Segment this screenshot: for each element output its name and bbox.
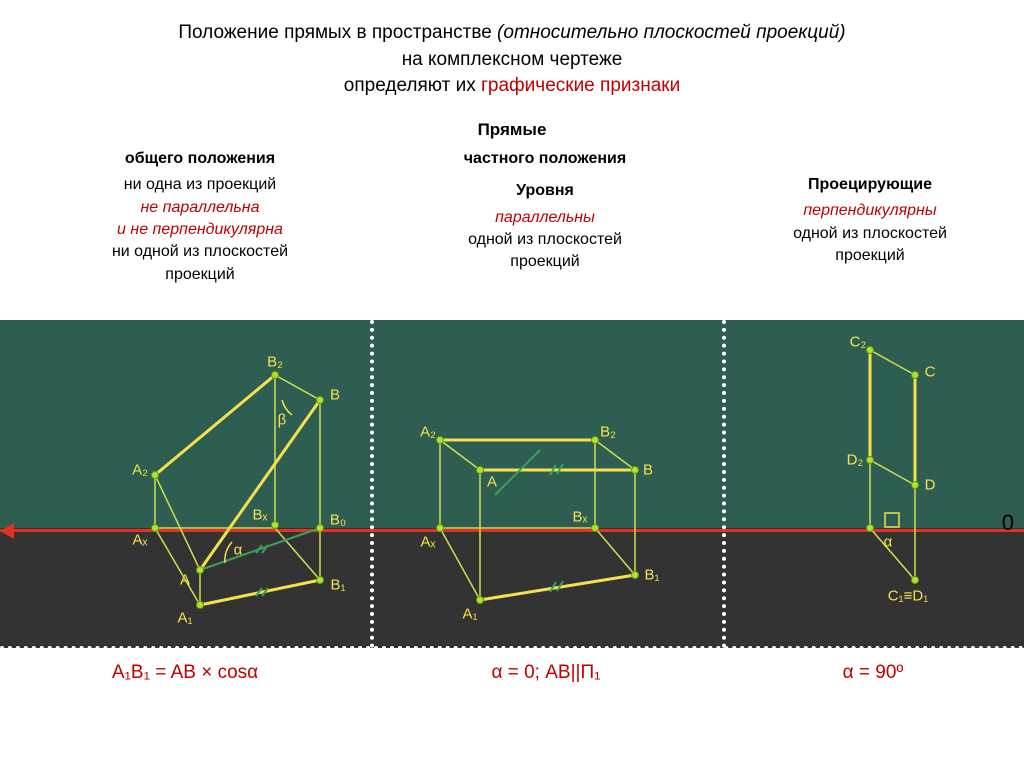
label-b1: B₁: [330, 577, 345, 594]
separator-1: [370, 320, 374, 648]
col-general-l1: ни одна из проекций: [30, 174, 370, 196]
col-projecting-l3: проекций: [720, 245, 1020, 267]
point-b0: [316, 524, 324, 532]
label-beta: β: [278, 412, 287, 429]
d2-point-b: [631, 466, 639, 474]
col-general-head: общего положения: [30, 148, 370, 170]
d2-label-a: A: [487, 474, 497, 491]
col-projecting-l1: перпендикулярны: [720, 200, 1020, 222]
columns: общего положения ни одна из проекций не …: [0, 140, 1024, 286]
col-particular-head: частного положения: [370, 148, 720, 170]
d2-label-b1: B₁: [644, 567, 659, 584]
d2-label-a1: A₁: [462, 606, 477, 623]
label-ax: Aₓ: [133, 532, 148, 549]
d3-point-d2: [866, 456, 874, 464]
subtitle-text: Прямые: [478, 120, 547, 139]
col-general-l4: ни одной из плоскостей: [30, 241, 370, 263]
formula-3: α = 90º: [722, 652, 1024, 698]
title-part-3b: графические признаки: [481, 75, 680, 96]
diagram-general: A₂ B₂ B A Bₓ B₀ Aₓ A₁ B₁ α β: [60, 320, 370, 640]
title-part-1-italic: (относительно плоскостей проекций): [497, 22, 846, 43]
point-b2: [271, 371, 279, 379]
point-a1: [196, 601, 204, 609]
d2-label-b: B: [643, 462, 653, 479]
col-general-l5: проекций: [30, 264, 370, 286]
label-a1: A₁: [177, 610, 192, 627]
point-bx: [271, 521, 279, 529]
formula-band: A₁B₁ = AB × cosα α = 0; AB||П₁ α = 90º: [0, 652, 1024, 698]
label-a: A: [180, 572, 190, 589]
d3-label-c: C: [925, 364, 936, 381]
subtitle: Прямые: [0, 120, 1024, 140]
diagram-general-svg: [60, 320, 370, 640]
label-b: B: [330, 387, 340, 404]
label-b2: B₂: [267, 354, 283, 371]
d2-point-ax: [436, 524, 444, 532]
col-level-l2: одной из плоскостей: [370, 229, 720, 251]
x-axis-arrow-icon: [0, 523, 14, 539]
label-alpha: α: [234, 542, 243, 559]
col-general-l2: не параллельна: [30, 197, 370, 219]
point-b: [316, 396, 324, 404]
d2-label-b2: B₂: [600, 424, 616, 441]
d3-label-d2: D₂: [847, 452, 864, 469]
diagram-level-svg: [380, 320, 720, 640]
bottom-border: [0, 646, 1024, 650]
d2-point-b2: [591, 436, 599, 444]
d3-label-c2: C₂: [850, 334, 867, 351]
d3-label-d: D: [925, 477, 936, 494]
point-a: [196, 566, 204, 574]
d2-label-a2: A₂: [420, 424, 436, 441]
label-a2: A₂: [132, 462, 148, 479]
d3-point-c: [911, 371, 919, 379]
d3-label-c1d1: C₁≡D₁: [888, 588, 929, 605]
col-projecting-head: Проецирующие: [720, 174, 1020, 196]
title-part-3a: определяют их: [344, 75, 481, 96]
d2-point-b1: [631, 571, 639, 579]
d3-point-d: [911, 481, 919, 489]
col-projecting-l2: одной из плоскостей: [720, 223, 1020, 245]
d3-label-alpha: α: [884, 534, 893, 551]
col-level-l1: параллельны: [370, 207, 720, 229]
title-part-1: Положение прямых в пространстве: [178, 22, 497, 43]
d2-label-bx: Bₓ: [573, 509, 588, 526]
formula-2: α = 0; AB||П₁: [370, 652, 722, 698]
d3-point-c1d1: [911, 576, 919, 584]
label-bx: Bₓ: [253, 507, 268, 524]
col-general: общего положения ни одна из проекций не …: [30, 148, 370, 286]
col-projecting: Проецирующие перпендикулярны одной из пл…: [720, 148, 1020, 286]
diagram-projecting-svg: [740, 320, 1020, 640]
d3-point-c2: [866, 346, 874, 354]
diagram-level: A₂ B₂ B A Aₓ Bₓ A₁ B₁: [380, 320, 720, 640]
formula-1: A₁B₁ = AB × cosα: [0, 652, 370, 698]
scene: 0: [0, 320, 1024, 700]
col-level: частного положения Уровня параллельны од…: [370, 148, 720, 286]
point-b1: [316, 576, 324, 584]
title-line-3: определяют их графические признаки: [40, 73, 984, 100]
separator-2: [722, 320, 726, 648]
point-a2: [151, 471, 159, 479]
point-ax: [151, 524, 159, 532]
d2-point-a: [476, 466, 484, 474]
col-general-l3: и не перпендикулярна: [30, 219, 370, 241]
d2-point-bx: [591, 524, 599, 532]
label-b0: B₀: [330, 512, 346, 529]
d2-point-a2: [436, 436, 444, 444]
title-line-2: на комплексном чертеже: [40, 47, 984, 74]
diagram-projecting: C₂ C D₂ D C₁≡D₁ α: [740, 320, 1020, 640]
title-line-1: Положение прямых в пространстве (относит…: [40, 20, 984, 47]
d3-point-base: [866, 524, 874, 532]
title-block: Положение прямых в пространстве (относит…: [0, 0, 1024, 110]
col-level-head: Уровня: [370, 180, 720, 202]
d2-label-ax: Aₓ: [421, 534, 436, 551]
d2-point-a1: [476, 596, 484, 604]
col-level-l3: проекций: [370, 251, 720, 273]
